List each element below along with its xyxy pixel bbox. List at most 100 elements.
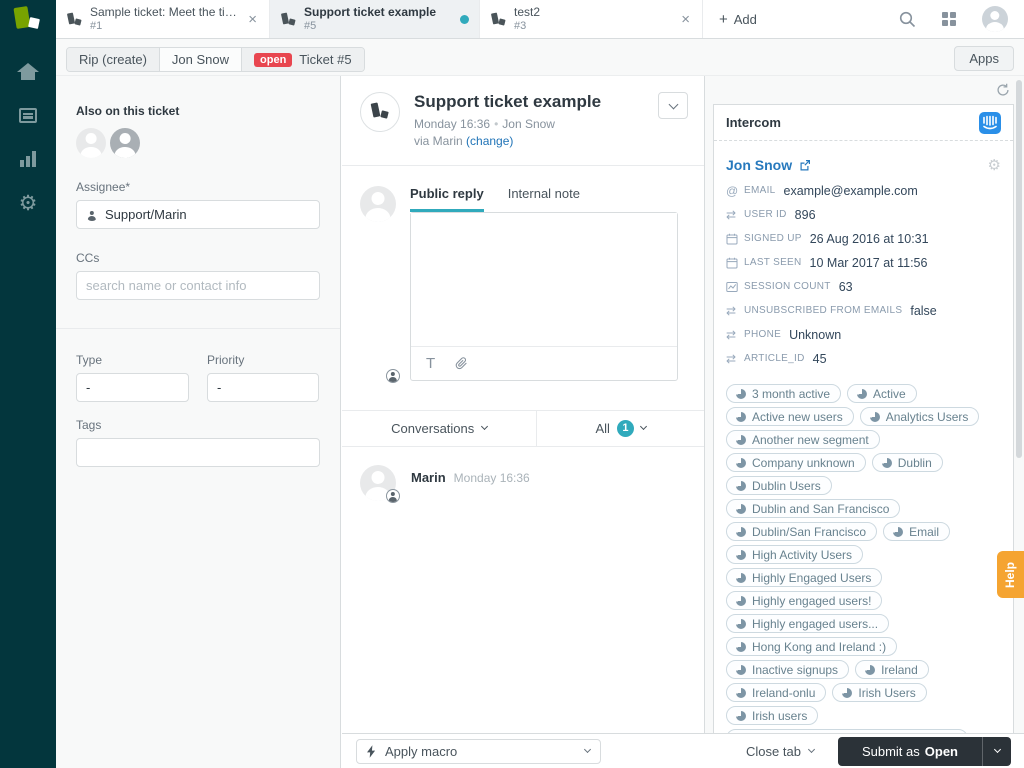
add-tab-button[interactable]: + Add <box>703 0 773 38</box>
intercom-user-link[interactable]: Jon Snow <box>726 157 793 173</box>
apps-button[interactable]: Apps <box>954 46 1014 71</box>
tab-public-reply[interactable]: Public reply <box>410 186 484 212</box>
segment-pie-icon <box>736 618 746 629</box>
segment-tag: Irish Users <box>832 683 927 702</box>
chevron-down-icon <box>807 745 815 754</box>
segment-pie-icon <box>736 595 746 606</box>
segment-tag: Dublin <box>871 453 943 472</box>
at-icon: @ <box>726 183 739 198</box>
add-tab-label: Add <box>733 11 757 27</box>
ticket-options-button[interactable] <box>658 92 688 119</box>
breadcrumb-requester[interactable]: Jon Snow <box>159 48 243 71</box>
help-tab-button[interactable]: Help <box>997 551 1024 598</box>
breadcrumb-create[interactable]: Rip (create) <box>67 48 160 71</box>
reports-icon[interactable] <box>16 148 40 170</box>
intercom-field-row: SIGNED UP 26 Aug 2016 at 10:31 <box>726 231 1001 246</box>
segment-tag: Company unknown <box>726 453 866 472</box>
search-icon[interactable] <box>899 11 916 28</box>
change-link[interactable]: (change) <box>466 134 514 149</box>
apps-grid-icon[interactable] <box>942 12 956 26</box>
admin-gear-icon[interactable]: ⚙ <box>18 191 38 215</box>
priority-input[interactable] <box>217 380 309 395</box>
ccs-input[interactable] <box>86 278 310 293</box>
breadcrumb-ticket[interactable]: open Ticket #5 <box>242 48 364 71</box>
ticket-icon <box>280 11 296 27</box>
unread-dot-icon <box>460 14 469 24</box>
breadcrumb-bar: Rip (create) Jon Snow open Ticket #5 App… <box>56 39 1024 76</box>
tab-title: test2 <box>514 5 541 20</box>
segment-pie-icon <box>736 434 746 445</box>
tags-input[interactable] <box>86 445 310 460</box>
segment-tag: Ireland <box>855 660 929 679</box>
conversation-filter-all[interactable]: All 1 <box>537 411 704 446</box>
segment-pie-icon <box>736 710 746 721</box>
swap-icon: ⇄ <box>726 207 737 222</box>
home-icon[interactable] <box>16 60 40 82</box>
submit-options-button[interactable] <box>982 736 1011 766</box>
views-icon[interactable] <box>16 104 40 126</box>
external-link-icon[interactable] <box>799 159 811 171</box>
intercom-field-row: SESSION COUNT 63 <box>726 279 1001 294</box>
message-author: Marin <box>411 469 446 485</box>
viewer-avatar[interactable] <box>76 128 106 158</box>
apply-macro-select[interactable]: Apply macro <box>356 738 601 764</box>
close-icon[interactable]: × <box>681 10 690 28</box>
segment-tag: Highly engaged users! <box>726 591 883 610</box>
conversations-dropdown[interactable]: Conversations <box>342 410 538 446</box>
message-avatar <box>360 464 400 503</box>
segment-pie-icon <box>736 549 746 560</box>
segment-tag: Highly engaged users... <box>726 614 890 633</box>
ticket-conversation-column: Support ticket example Monday 16:36 • Jon … <box>342 76 705 733</box>
ticket-action-bar: Apply macro Close tab Submit as Open <box>342 733 1024 768</box>
segment-tag: Dublin/San Francisco <box>726 522 878 541</box>
close-tab-button[interactable]: Close tab <box>746 744 815 759</box>
segment-pie-icon <box>865 664 876 675</box>
segment-pie-icon <box>736 641 746 652</box>
tab-support-ticket-active[interactable]: Support ticket example #5 <box>270 0 480 38</box>
intercom-field-row: ⇄ USER ID 896 <box>726 207 816 222</box>
submit-as-open-button[interactable]: Submit as Open <box>861 743 958 759</box>
segment-tag: Ireland-onlu <box>726 683 827 702</box>
segment-tag: Dublin and San Francisco <box>726 499 901 518</box>
bullet-icon: • <box>494 117 499 131</box>
type-input[interactable] <box>86 380 179 395</box>
zendesk-logo-icon[interactable] <box>0 0 56 38</box>
tags-label: Tags <box>76 418 102 432</box>
viewer-avatar-active[interactable] <box>110 128 140 158</box>
text-format-icon[interactable]: T <box>426 354 436 372</box>
tab-number: #5 <box>304 19 317 32</box>
ticket-requester: Jon Snow <box>502 117 555 131</box>
tab-internal-note[interactable]: Internal note <box>507 185 580 201</box>
intercom-field-row: @ EMAIL example@example.com <box>726 183 918 198</box>
segment-pie-icon <box>736 411 746 422</box>
ticket-icon <box>66 11 82 27</box>
chevron-down-icon <box>668 99 678 109</box>
intercom-field-row: ⇄ PHONE Unknown <box>726 327 842 342</box>
segment-tag: 3 month active <box>726 384 842 403</box>
tags-field[interactable] <box>76 438 320 467</box>
left-nav-rail: ⚙ <box>0 0 56 768</box>
segment-pie-icon <box>736 457 746 468</box>
priority-field[interactable] <box>207 373 319 402</box>
agent-avatar <box>360 185 400 383</box>
intercom-field-row: ⇄ ARTICLE_ID 45 <box>726 351 827 366</box>
intercom-logo-icon <box>979 111 1001 134</box>
close-icon[interactable]: × <box>248 10 257 28</box>
intercom-settings-gear-icon[interactable]: ⚙ <box>987 156 1001 174</box>
divider <box>56 328 340 329</box>
type-field[interactable] <box>76 373 189 402</box>
assignee-field[interactable]: Support/Marin <box>76 200 320 229</box>
chevron-down-icon <box>583 745 592 754</box>
ccs-field[interactable] <box>76 271 320 300</box>
scrollbar-thumb[interactable] <box>1016 80 1022 458</box>
refresh-icon[interactable] <box>996 83 1010 97</box>
reply-textarea[interactable] <box>411 212 677 346</box>
submit-status: Open <box>924 743 958 759</box>
intercom-field-row: LAST SEEN 10 Mar 2017 at 11:56 <box>726 255 1001 270</box>
status-badge: open <box>254 52 293 67</box>
tab-test2[interactable]: test2 #3 × <box>480 0 703 38</box>
tab-sample-ticket[interactable]: Sample ticket: Meet the ticket #1 × <box>56 0 270 38</box>
attachment-paperclip-icon[interactable] <box>455 356 468 370</box>
profile-avatar[interactable] <box>982 6 1008 32</box>
ticket-tab-bar: Sample ticket: Meet the ticket #1 × Supp… <box>56 0 1024 39</box>
